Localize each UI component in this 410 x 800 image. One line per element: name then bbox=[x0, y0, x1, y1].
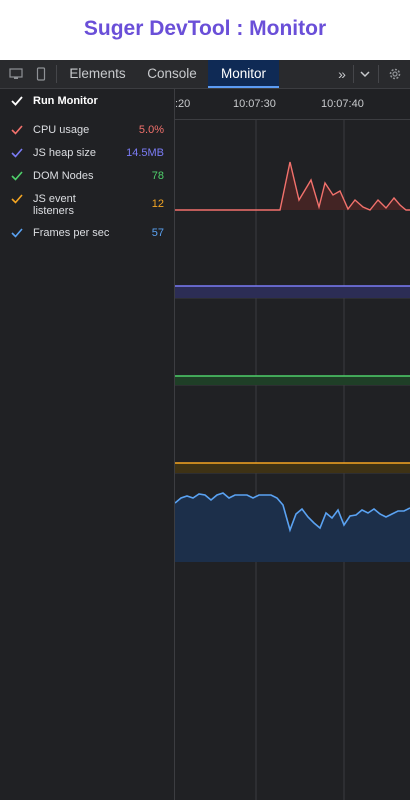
chevron-down-icon[interactable] bbox=[355, 64, 375, 84]
heap-area bbox=[175, 286, 410, 298]
check-icon bbox=[11, 96, 23, 106]
metric-label: JS event listeners bbox=[33, 193, 76, 217]
listeners-area bbox=[175, 463, 410, 473]
metric-charts bbox=[175, 120, 410, 800]
tab-monitor[interactable]: Monitor bbox=[208, 60, 279, 88]
check-icon bbox=[11, 148, 23, 158]
tab-overflow-button[interactable]: » bbox=[338, 66, 346, 82]
timeline-area: :20 10:07:30 10:07:40 bbox=[175, 89, 410, 800]
dom-area bbox=[175, 376, 410, 385]
check-icon bbox=[11, 194, 23, 204]
devtools-panel: Elements Console Monitor » Run Monitor C… bbox=[0, 60, 410, 800]
time-ruler: :20 10:07:30 10:07:40 bbox=[175, 89, 410, 120]
metric-label: JS heap size bbox=[33, 147, 96, 159]
tab-console[interactable]: Console bbox=[147, 66, 197, 81]
gear-icon[interactable] bbox=[385, 64, 405, 84]
metrics-sidebar: Run Monitor CPU usage 5.0% JS heap size … bbox=[0, 89, 175, 800]
toolbar-divider bbox=[353, 65, 354, 83]
cpu-line bbox=[175, 161, 410, 211]
tab-bar: Elements Console Monitor » bbox=[0, 60, 410, 89]
check-icon bbox=[11, 228, 23, 238]
run-monitor-label: Run Monitor bbox=[33, 95, 98, 107]
check-icon bbox=[11, 171, 23, 181]
metric-value: 5.0% bbox=[138, 124, 164, 136]
device-toggle-icon[interactable] bbox=[6, 64, 26, 84]
time-tick: :20 bbox=[175, 98, 191, 110]
metric-label: CPU usage bbox=[33, 124, 90, 136]
metric-value: 57 bbox=[151, 227, 164, 239]
cpu-area bbox=[175, 162, 410, 210]
tab-elements[interactable]: Elements bbox=[69, 66, 126, 81]
metric-value: 78 bbox=[151, 170, 164, 182]
metric-label: DOM Nodes bbox=[33, 170, 94, 182]
fps-line bbox=[175, 492, 410, 533]
banner: Suger DevTool : Monitor bbox=[0, 0, 410, 60]
check-icon bbox=[11, 125, 23, 135]
metric-label: Frames per sec bbox=[33, 227, 110, 239]
toolbar-divider bbox=[56, 65, 57, 83]
time-tick: 10:07:30 bbox=[233, 98, 276, 110]
metric-value: 12 bbox=[151, 198, 164, 210]
toolbar-divider bbox=[378, 65, 379, 83]
metric-value: 14.5MB bbox=[126, 147, 164, 159]
page-title: Suger DevTool : Monitor bbox=[83, 17, 327, 40]
time-tick: 10:07:40 bbox=[321, 98, 364, 110]
mobile-icon[interactable] bbox=[31, 64, 51, 84]
fps-area bbox=[175, 493, 410, 562]
